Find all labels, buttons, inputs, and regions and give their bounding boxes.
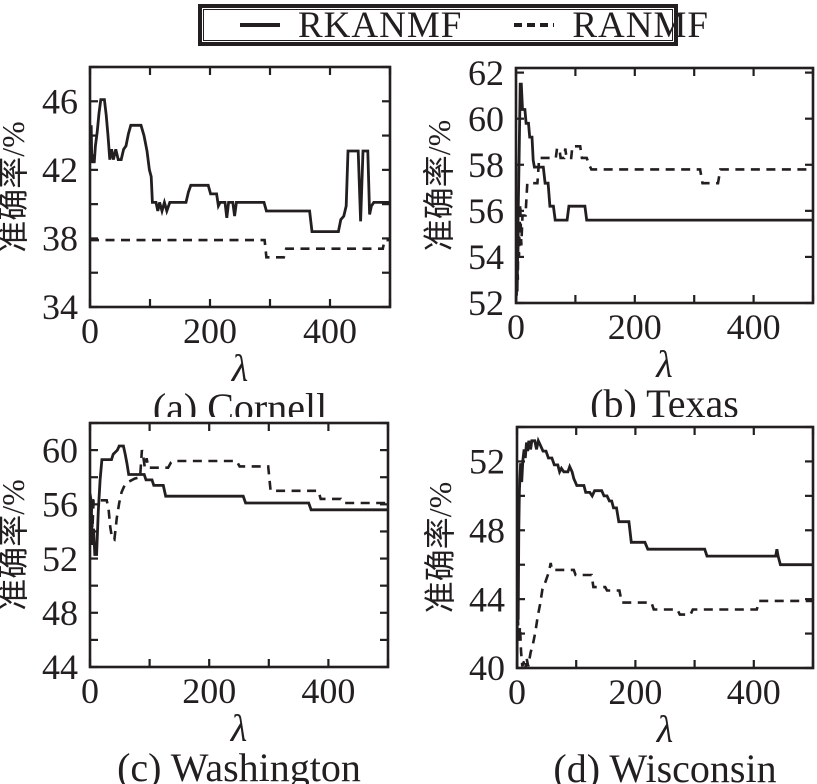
chart-cornell: 34 38 42 46 0 200 400 准确率/% λ (a) Cornell: [0, 55, 410, 430]
y-tick-label: 56: [468, 191, 504, 231]
y-tick-label: 48: [42, 593, 78, 633]
chart-wisconsin: 40 44 48 52 0 200 400 准确率/% λ (d) Wisconsin: [407, 410, 817, 784]
series-line-rkanmf: [517, 436, 813, 668]
plot-border: [514, 66, 815, 305]
x-tick-label: 0: [508, 672, 526, 712]
series-line-ranmf: [517, 562, 813, 668]
solid-line-swatch-icon: [240, 23, 280, 27]
x-tick-label: 200: [182, 671, 236, 711]
x-tick-label: 400: [301, 671, 355, 711]
chart-svg-wisconsin: 40 44 48 52 0 200 400 准确率/% λ(d) Wisconsin: [422, 425, 815, 784]
legend-item-rkanmf: RKANMF: [240, 7, 462, 44]
dashed-line-swatch-icon: [514, 23, 555, 27]
y-tick-label: 44: [469, 579, 505, 619]
chart-texas: 52 54 56 58 60 62 0 200 400 准确率/% λ (b) Texas: [407, 53, 817, 426]
y-tick-label: 58: [468, 145, 504, 185]
y-tick-label: 52: [42, 539, 78, 579]
y-axis-label: 准确率/%: [421, 120, 457, 252]
y-tick-label: 56: [42, 485, 78, 525]
tick-marks: [88, 65, 392, 309]
x-tick-label: 200: [183, 311, 237, 351]
y-axis-label: 准确率/%: [0, 121, 31, 253]
legend-label-rkanmf: RKANMF: [298, 4, 463, 46]
x-axis-label: λ: [655, 344, 672, 386]
series-line-ranmf: [90, 238, 390, 259]
tick-marks: [515, 425, 815, 670]
y-tick-label: 52: [469, 442, 505, 482]
legend-inner: RKANMF RANMF: [203, 7, 708, 44]
x-tick-label: 0: [81, 671, 99, 711]
plot-border: [88, 421, 390, 669]
series-line-rkanmf: [90, 98, 390, 234]
x-tick-label: 0: [507, 307, 525, 347]
series-line-ranmf: [516, 145, 813, 297]
chart-svg-washington: 44 48 52 56 60 0 200 400 准确率/% λ(c) Washington: [0, 421, 390, 784]
y-tick-label: 46: [42, 82, 78, 122]
y-tick-label: 60: [42, 430, 78, 470]
y-tick-label: 52: [468, 283, 504, 323]
legend-item-ranmf: RANMF: [514, 7, 709, 44]
x-axis-label: λ: [231, 348, 248, 390]
plot-border: [88, 65, 392, 309]
y-tick-label: 40: [469, 648, 505, 688]
y-tick-label: 42: [42, 150, 78, 190]
x-tick-label: 400: [303, 311, 357, 351]
tick-marks: [514, 68, 815, 305]
series-line-rkanmf: [516, 82, 813, 303]
series-line-rkanmf: [90, 444, 388, 556]
x-tick-label: 200: [608, 672, 662, 712]
x-tick-label: 400: [727, 307, 781, 347]
y-tick-label: 60: [468, 99, 504, 139]
y-tick-label: 44: [42, 647, 78, 687]
x-axis-label: λ: [230, 708, 247, 750]
y-axis-label: 准确率/%: [0, 479, 31, 611]
x-tick-label: 200: [608, 307, 662, 347]
chart-caption: (d) Wisconsin: [553, 746, 776, 784]
x-axis-label: λ: [656, 709, 673, 751]
y-tick-label: 38: [42, 219, 78, 259]
y-tick-label: 48: [469, 511, 505, 551]
x-tick-label: 0: [81, 311, 99, 351]
x-tick-label: 400: [727, 672, 781, 712]
legend: RKANMF RANMF: [198, 4, 708, 46]
y-tick-label: 54: [468, 237, 504, 277]
chart-caption: (c) Washington: [117, 745, 361, 784]
chart-washington: 44 48 52 56 60 0 200 400 准确率/% λ (c) Washington: [0, 410, 410, 784]
y-axis-label: 准确率/%: [422, 482, 458, 614]
tick-marks: [88, 421, 390, 669]
plot-border: [515, 425, 815, 670]
legend-label-ranmf: RANMF: [572, 4, 709, 46]
y-tick-label: 62: [468, 55, 504, 93]
y-tick-label: 34: [42, 287, 78, 327]
